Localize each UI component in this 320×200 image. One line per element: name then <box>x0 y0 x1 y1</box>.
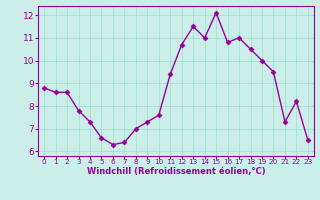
X-axis label: Windchill (Refroidissement éolien,°C): Windchill (Refroidissement éolien,°C) <box>87 167 265 176</box>
